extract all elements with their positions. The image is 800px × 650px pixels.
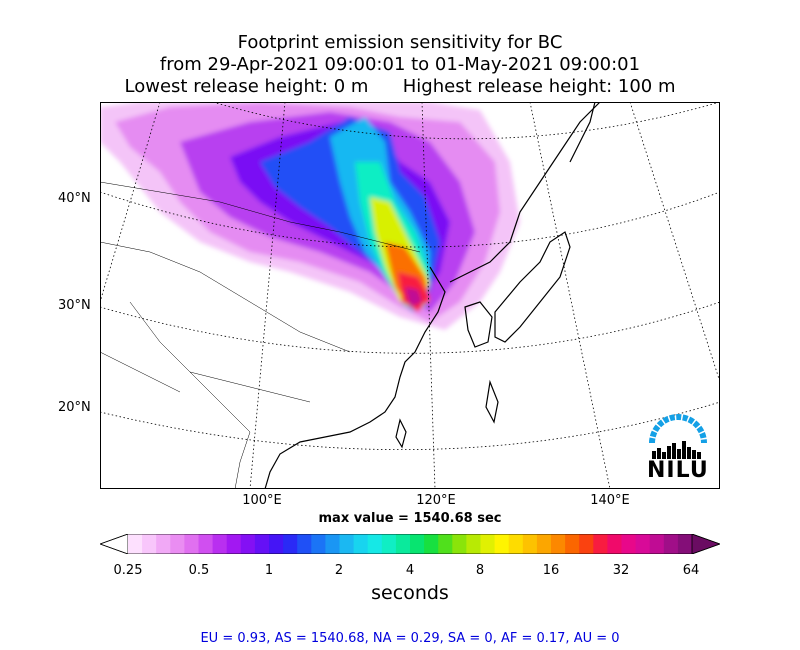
colorbar-segment — [466, 534, 481, 554]
colorbar-extend-max — [691, 534, 720, 554]
colorbar-segment — [621, 534, 637, 554]
colorbar-segment — [593, 534, 608, 554]
colorbar-segment — [424, 534, 439, 554]
colorbar-segment — [649, 534, 665, 554]
lon-label-120e: 120°E — [416, 493, 456, 508]
lat-label-30n: 30°N — [58, 298, 91, 313]
colorbar-segment — [438, 534, 453, 554]
footprint-plume — [100, 102, 520, 330]
colorbar-segment — [240, 534, 256, 554]
colorbar-tick: 0.25 — [113, 563, 143, 578]
colorbar-tick: 8 — [475, 563, 485, 578]
colorbar-segment — [677, 534, 693, 554]
colorbar-segment — [297, 534, 312, 554]
colorbar-tick: 16 — [542, 563, 560, 578]
colorbar-segment — [367, 534, 383, 554]
colorbar-segment — [311, 534, 326, 554]
colorbar-segment — [607, 534, 622, 554]
graticule — [100, 102, 720, 489]
colorbar-segment — [198, 534, 214, 554]
colorbar-label: seconds — [371, 582, 449, 604]
colorbar-tick: 2 — [334, 563, 344, 578]
colorbar-segment — [339, 534, 355, 554]
colorbar-tick: 4 — [405, 563, 415, 578]
title-line-3: Lowest release height: 0 m Highest relea… — [124, 76, 676, 97]
nilu-logo — [649, 414, 707, 459]
colorbar-segment — [128, 534, 143, 554]
colorbar-segment — [283, 534, 298, 554]
colorbar-tick: 0.5 — [188, 563, 210, 578]
region-stats: EU = 0.93, AS = 1540.68, NA = 0.29, SA =… — [200, 631, 620, 646]
colorbar-segment — [579, 534, 594, 554]
colorbar-segment — [522, 534, 538, 554]
colorbar-segment — [551, 534, 566, 554]
lat-label-40n: 40°N — [58, 191, 91, 206]
colorbar-segment — [269, 534, 284, 554]
footprint-map — [100, 102, 720, 489]
colorbar-segment — [184, 534, 199, 554]
colorbar-segment — [142, 534, 157, 554]
colorbar-segment — [663, 534, 679, 554]
coastlines — [264, 102, 601, 489]
nilu-logo-text: NILU — [647, 458, 709, 483]
colorbar-segment — [536, 534, 552, 554]
colorbar-segment — [452, 534, 467, 554]
colorbar-tick: 1 — [264, 563, 274, 578]
lon-label-100e: 100°E — [242, 493, 282, 508]
colorbar-tick: 64 — [682, 563, 700, 578]
max-value-label: max value = 1540.68 sec — [318, 511, 502, 526]
colorbar-segment — [212, 534, 228, 554]
colorbar-segment — [635, 534, 651, 554]
colorbar-segment — [508, 534, 524, 554]
colorbar-segment — [254, 534, 270, 554]
colorbar-segment — [156, 534, 171, 554]
colorbar-tick: 32 — [612, 563, 630, 578]
colorbar-segment — [480, 534, 496, 554]
lon-label-140e: 140°E — [590, 493, 630, 508]
colorbar-segment — [565, 534, 580, 554]
title-line-1: Footprint emission sensitivity for BC — [237, 32, 563, 53]
colorbar-segment — [226, 534, 242, 554]
colorbar-extend-min — [100, 534, 129, 554]
colorbar — [100, 534, 720, 554]
colorbar-segment — [410, 534, 425, 554]
colorbar-segment — [381, 534, 397, 554]
borders — [100, 181, 421, 489]
colorbar-segment — [395, 534, 411, 554]
colorbar-segment — [353, 534, 369, 554]
title-line-2: from 29-Apr-2021 09:00:01 to 01-May-2021… — [159, 54, 641, 75]
colorbar-segment — [170, 534, 185, 554]
lat-label-20n: 20°N — [58, 400, 91, 415]
colorbar-segment — [494, 534, 510, 554]
colorbar-segment — [325, 534, 340, 554]
